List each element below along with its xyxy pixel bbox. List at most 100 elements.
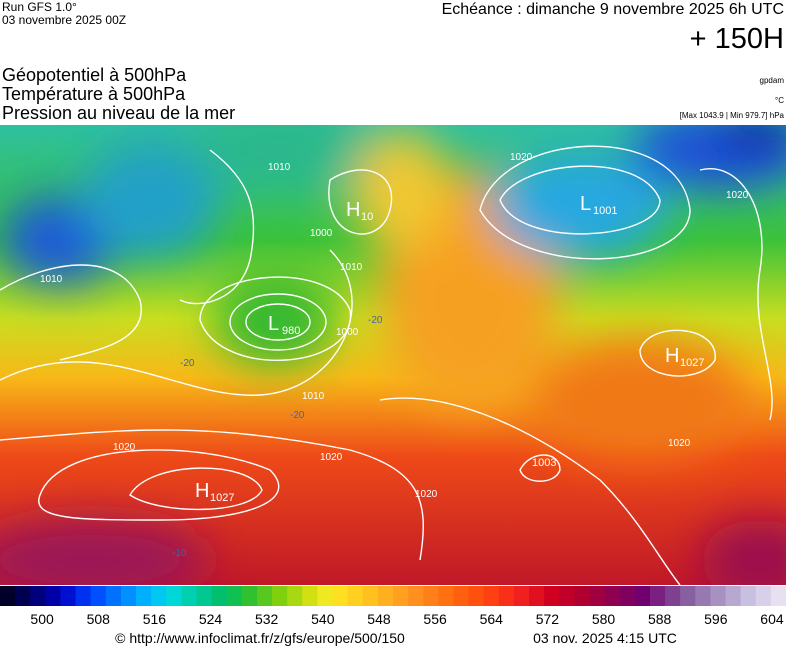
colorbar-swatch xyxy=(513,586,530,606)
colorbar-swatch xyxy=(60,586,77,606)
colorbar-swatch xyxy=(559,586,575,606)
isobar-label: 1010 xyxy=(340,262,363,273)
colorbar-swatch xyxy=(544,586,560,606)
colorbar-swatch xyxy=(649,586,666,606)
colorbar-swatch xyxy=(725,586,742,606)
colorbar-swatch xyxy=(755,586,772,606)
layer-title: Température à 500hPa xyxy=(2,84,186,104)
colorbar-swatch xyxy=(30,586,46,606)
colorbar: 500 508 516 524 532 540 548 556 564 572 580 588 596 6… xyxy=(0,586,786,627)
pressure-value: 1001 xyxy=(593,205,617,217)
pressure-range: [Max 1043.9 | Min 979.7] hPa xyxy=(680,111,785,120)
colorbar-tick-label: 540 xyxy=(311,611,335,627)
colorbar-tick-label: 556 xyxy=(423,611,447,627)
colorbar-swatch xyxy=(317,586,334,606)
colorbar-swatch xyxy=(377,586,394,606)
isobar-label: 1020 xyxy=(726,190,749,201)
colorbar-swatch xyxy=(740,586,757,606)
colorbar-swatch xyxy=(75,586,92,606)
isobar-label: 1020 xyxy=(320,452,343,463)
colorbar-swatch xyxy=(634,586,651,606)
temperature-label: -20 xyxy=(180,358,195,369)
run-date: 03 novembre 2025 00Z xyxy=(2,13,126,27)
colorbar-tick-label: 596 xyxy=(704,611,728,627)
pressure-center: H xyxy=(195,480,209,502)
colorbar-swatch xyxy=(680,586,696,606)
pressure-center: H xyxy=(665,345,679,367)
colorbar-swatch xyxy=(332,586,349,606)
colorbar-swatch xyxy=(272,586,288,606)
colorbar-swatch xyxy=(211,586,228,606)
colorbar-swatch xyxy=(483,586,500,606)
run: Run GFS 1.0° xyxy=(2,0,77,14)
isobar-label: 1010 xyxy=(40,274,63,285)
isobar-label: 1010 xyxy=(302,391,325,402)
colorbar-swatch xyxy=(196,586,213,606)
isobar-label: 1020 xyxy=(510,152,533,163)
colorbar-swatch xyxy=(438,586,454,606)
generated-time: 03 nov. 2025 4:15 UTC xyxy=(533,630,677,646)
colorbar-swatch xyxy=(0,586,16,606)
source: © http://www.infoclimat.fr/z/gfs/europe/… xyxy=(115,630,405,646)
pressure-value: 980 xyxy=(282,325,300,337)
colorbar-tick-label: 500 xyxy=(30,611,54,627)
colorbar-tick-label: 516 xyxy=(143,611,167,627)
colorbar-swatch xyxy=(695,586,711,606)
layer-title: Pression au niveau de la mer xyxy=(2,103,235,123)
colorbar-swatch xyxy=(136,586,152,606)
isobar-label: 1010 xyxy=(268,162,291,173)
colorbar-swatch xyxy=(15,586,31,606)
colorbar-swatch xyxy=(151,586,167,606)
pressure-value: 10 xyxy=(361,211,373,223)
pressure-value: 1003 xyxy=(532,457,556,469)
colorbar-tick-label: 548 xyxy=(367,611,391,627)
colorbar-swatch xyxy=(665,586,681,606)
colorbar-swatch xyxy=(423,586,439,606)
colorbar-swatch xyxy=(604,586,621,606)
colorbar-swatch xyxy=(498,586,515,606)
colorbar-swatch xyxy=(619,586,636,606)
colorbar-swatch xyxy=(302,586,318,606)
colorbar-swatch xyxy=(589,586,606,606)
pressure-value: 1027 xyxy=(210,492,234,504)
colorbar-swatch xyxy=(408,586,424,606)
colorbar-swatch xyxy=(362,586,379,606)
colorbar-swatch xyxy=(241,586,258,606)
colorbar-tick-label: 532 xyxy=(255,611,279,627)
colorbar-swatch xyxy=(468,586,485,606)
colorbar-tick-label: 524 xyxy=(199,611,223,627)
layer-title: Géopotentiel à 500hPa xyxy=(2,65,187,85)
colorbar-swatch xyxy=(453,586,470,606)
isobar-label: 1020 xyxy=(113,442,136,453)
colorbar-swatch xyxy=(393,586,409,606)
valid-time: Echéance : dimanche 9 novembre 2025 6h U… xyxy=(442,1,784,18)
isobar-label: 1020 xyxy=(668,438,691,449)
colorbar-swatch xyxy=(710,586,727,606)
colorbar-swatch xyxy=(105,586,122,606)
colorbar-swatch xyxy=(90,586,107,606)
colorbar-tick-label: 564 xyxy=(480,611,504,627)
temperature-label: -20 xyxy=(368,315,383,326)
colorbar-swatch xyxy=(347,586,364,606)
temperature-label: -10 xyxy=(172,548,187,559)
pressure-center: H xyxy=(346,199,360,221)
colorbar-swatch xyxy=(770,586,786,606)
colorbar-tick-label: 572 xyxy=(536,611,560,627)
colorbar-swatch xyxy=(166,586,182,606)
colorbar-tick-label: 588 xyxy=(648,611,672,627)
colorbar-swatch xyxy=(226,586,243,606)
temperature-label: -20 xyxy=(290,410,305,421)
colorbar-tick-label: 508 xyxy=(87,611,111,627)
colorbar-swatch xyxy=(45,586,61,606)
colorbar-swatch xyxy=(120,586,137,606)
colorbar-swatch xyxy=(574,586,590,606)
pressure-center: L xyxy=(580,193,591,215)
colorbar-swatch xyxy=(287,586,303,606)
colorbar-swatch xyxy=(256,586,273,606)
isobar-label: 1000 xyxy=(310,228,333,239)
colorbar-swatch xyxy=(181,586,197,606)
unit: gpdam xyxy=(760,76,785,85)
pressure-value: 1027 xyxy=(680,357,704,369)
unit: °C xyxy=(775,96,784,105)
colorbar-tick-label: 604 xyxy=(760,611,784,627)
